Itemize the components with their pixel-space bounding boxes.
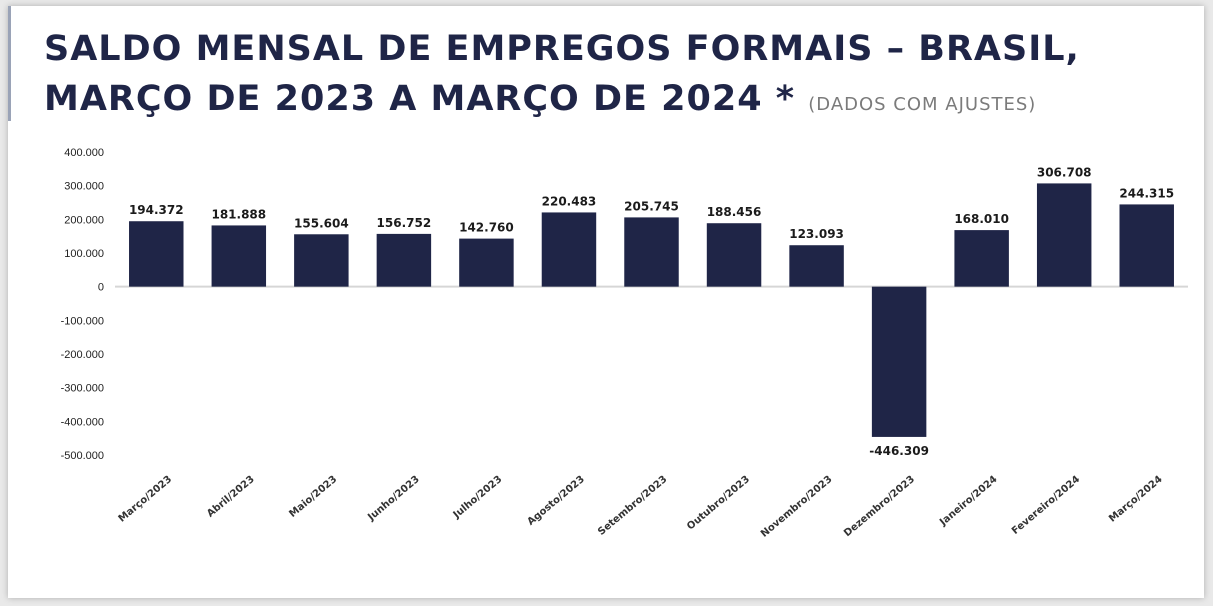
bar <box>1119 204 1174 287</box>
x-tick-label: Setembro/2023 <box>596 474 669 538</box>
y-tick-label: 300.000 <box>64 181 104 193</box>
chart-title: SALDO MENSAL DE EMPREGOS FORMAIS – BRASI… <box>44 24 1194 130</box>
y-tick-label: -300.000 <box>61 383 104 395</box>
bar-series <box>129 183 1174 437</box>
data-label: 205.745 <box>624 199 679 213</box>
bar <box>954 230 1009 287</box>
title-note: (DADOS COM AJUSTES) <box>808 94 1037 115</box>
x-tick-label: Março/2023 <box>117 474 175 525</box>
x-tick-label: Novembro/2023 <box>759 474 835 540</box>
data-labels: 194.372 181.888 155.604 156.752 142.760 220.4… <box>129 165 1174 458</box>
title-asterisk: * <box>775 79 796 119</box>
y-tick-label: -100.000 <box>61 315 104 327</box>
bar <box>871 286 927 437</box>
data-label: -446.309 <box>869 444 929 458</box>
data-label: 142.760 <box>459 221 514 235</box>
y-tick-label: -500.000 <box>61 450 104 462</box>
data-label: 244.315 <box>1119 186 1174 200</box>
data-label: 155.604 <box>294 216 349 230</box>
bar <box>541 212 597 287</box>
x-tick-label: Outubro/2023 <box>685 474 752 533</box>
bar <box>129 221 184 287</box>
x-tick-label: Dezembro/2023 <box>842 474 917 539</box>
x-tick-label: Maio/2023 <box>287 474 339 520</box>
x-tick-label: Janeiro/2024 <box>937 474 999 529</box>
y-axis: 400.000 300.000 200.000 100.000 0 -100.000 -20… <box>61 147 104 462</box>
y-tick-label: 400.000 <box>64 147 104 159</box>
data-label: 188.456 <box>707 205 762 219</box>
data-label: 156.752 <box>377 216 432 230</box>
title-text: SALDO MENSAL DE EMPREGOS FORMAIS – BRASI… <box>44 29 1080 119</box>
bar <box>459 238 514 287</box>
y-tick-label: 0 <box>98 282 104 294</box>
x-tick-label: Agosto/2023 <box>526 474 587 528</box>
y-tick-label: -400.000 <box>61 416 104 428</box>
bar <box>706 223 762 287</box>
data-label: 168.010 <box>954 212 1009 226</box>
y-tick-label: 200.000 <box>64 214 104 226</box>
bar <box>789 245 844 287</box>
x-tick-label: Abril/2023 <box>205 474 257 520</box>
x-axis: Março/2023 Abril/2023 Maio/2023 Junho/2023 J… <box>117 474 1165 540</box>
chart-card: SALDO MENSAL DE EMPREGOS FORMAIS – BRASI… <box>8 6 1204 598</box>
data-label: 220.483 <box>542 194 597 208</box>
y-tick-label: -200.000 <box>61 349 104 361</box>
bar <box>1036 183 1092 287</box>
bar <box>211 225 267 287</box>
data-label: 194.372 <box>129 203 184 217</box>
x-tick-label: Fevereiro/2024 <box>1010 474 1082 537</box>
y-tick-label: 100.000 <box>64 248 104 260</box>
bar <box>624 217 679 287</box>
data-label: 123.093 <box>789 227 844 241</box>
data-label: 306.708 <box>1037 165 1092 179</box>
data-label: 181.888 <box>211 207 266 221</box>
card-accent-edge <box>8 6 11 121</box>
bar <box>294 234 349 287</box>
bar <box>376 233 432 287</box>
x-tick-label: Junho/2023 <box>365 474 421 524</box>
x-tick-label: Julho/2023 <box>451 474 505 521</box>
x-tick-label: Março/2024 <box>1107 474 1165 525</box>
